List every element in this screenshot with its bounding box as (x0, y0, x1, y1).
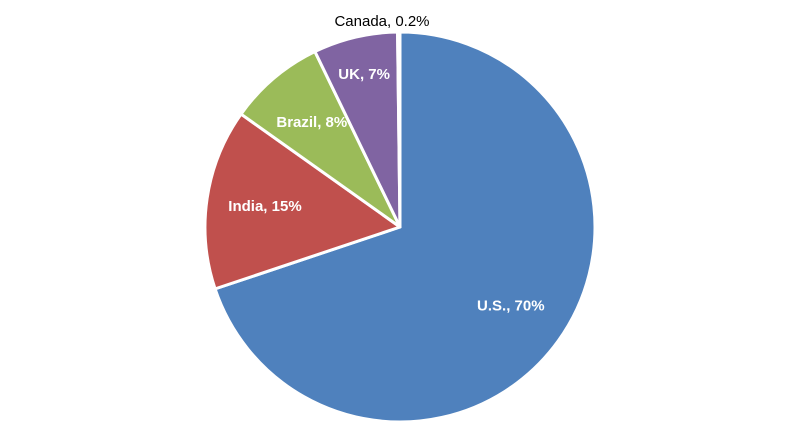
data-label: Canada, 0.2% (334, 13, 429, 30)
pie-slice (396, 30, 402, 229)
pie-slice (203, 112, 402, 291)
data-label: UK, 7% (338, 66, 390, 83)
data-label: Brazil, 8% (276, 114, 347, 131)
data-label: India, 15% (228, 198, 301, 215)
pie-slice (213, 30, 597, 424)
pie-slice (239, 50, 402, 229)
data-label: U.S., 70% (477, 298, 545, 315)
